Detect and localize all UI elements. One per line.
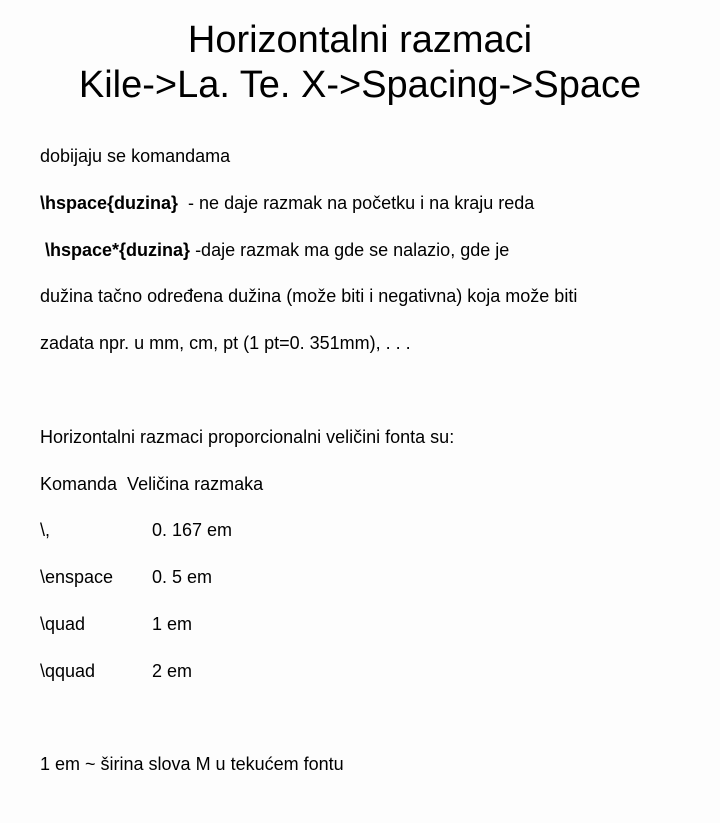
val-cell: 0. 167 em — [152, 520, 232, 540]
title-line-1: Horizontalni razmaci — [188, 19, 532, 61]
body-block: dobijaju se komandama \hspace{duzina} - … — [40, 122, 680, 823]
table-row: \quad1 em — [40, 613, 680, 636]
val-cell: 2 em — [152, 661, 192, 681]
table-row: \qquad2 em — [40, 660, 680, 683]
table-header: Komanda Veličina razmaka — [40, 473, 680, 496]
val-cell: 0. 5 em — [152, 567, 212, 587]
para1-line2: \hspace{duzina} - ne daje razmak na poče… — [40, 192, 680, 215]
table-row: \enspace0. 5 em — [40, 566, 680, 589]
hspace-cmd: \hspace{duzina} — [40, 193, 178, 213]
cmd-cell: \qquad — [40, 660, 152, 683]
val-cell: 1 em — [152, 614, 192, 634]
para1-line4: dužina tačno određena dužina (može biti … — [40, 285, 680, 308]
table-row: \,0. 167 em — [40, 519, 680, 542]
cmd-cell: \enspace — [40, 566, 152, 589]
para1-line5: zadata npr. u mm, cm, pt (1 pt=0. 351mm)… — [40, 332, 680, 355]
hspace-desc: - ne daje razmak na početku i na kraju r… — [178, 193, 534, 213]
slide-title: Horizontalni razmaci Kile->La. Te. X->Sp… — [40, 18, 680, 108]
para1-line1: dobijaju se komandama — [40, 145, 680, 168]
cmd-cell: \, — [40, 519, 152, 542]
cmd-cell: \quad — [40, 613, 152, 636]
hspace-star-desc: -daje razmak ma gde se nalazio, gde je — [190, 240, 509, 260]
title-line-2: Kile->La. Te. X->Spacing->Space — [79, 64, 641, 106]
hspace-star-cmd: \hspace*{duzina} — [40, 240, 190, 260]
slide: Horizontalni razmaci Kile->La. Te. X->Sp… — [0, 0, 720, 540]
para2-line1: Horizontalni razmaci proporcionalni veli… — [40, 426, 680, 449]
para1-line3: \hspace*{duzina} -daje razmak ma gde se … — [40, 239, 680, 262]
footnote: 1 em ~ širina slova M u tekućem fontu — [40, 753, 680, 776]
